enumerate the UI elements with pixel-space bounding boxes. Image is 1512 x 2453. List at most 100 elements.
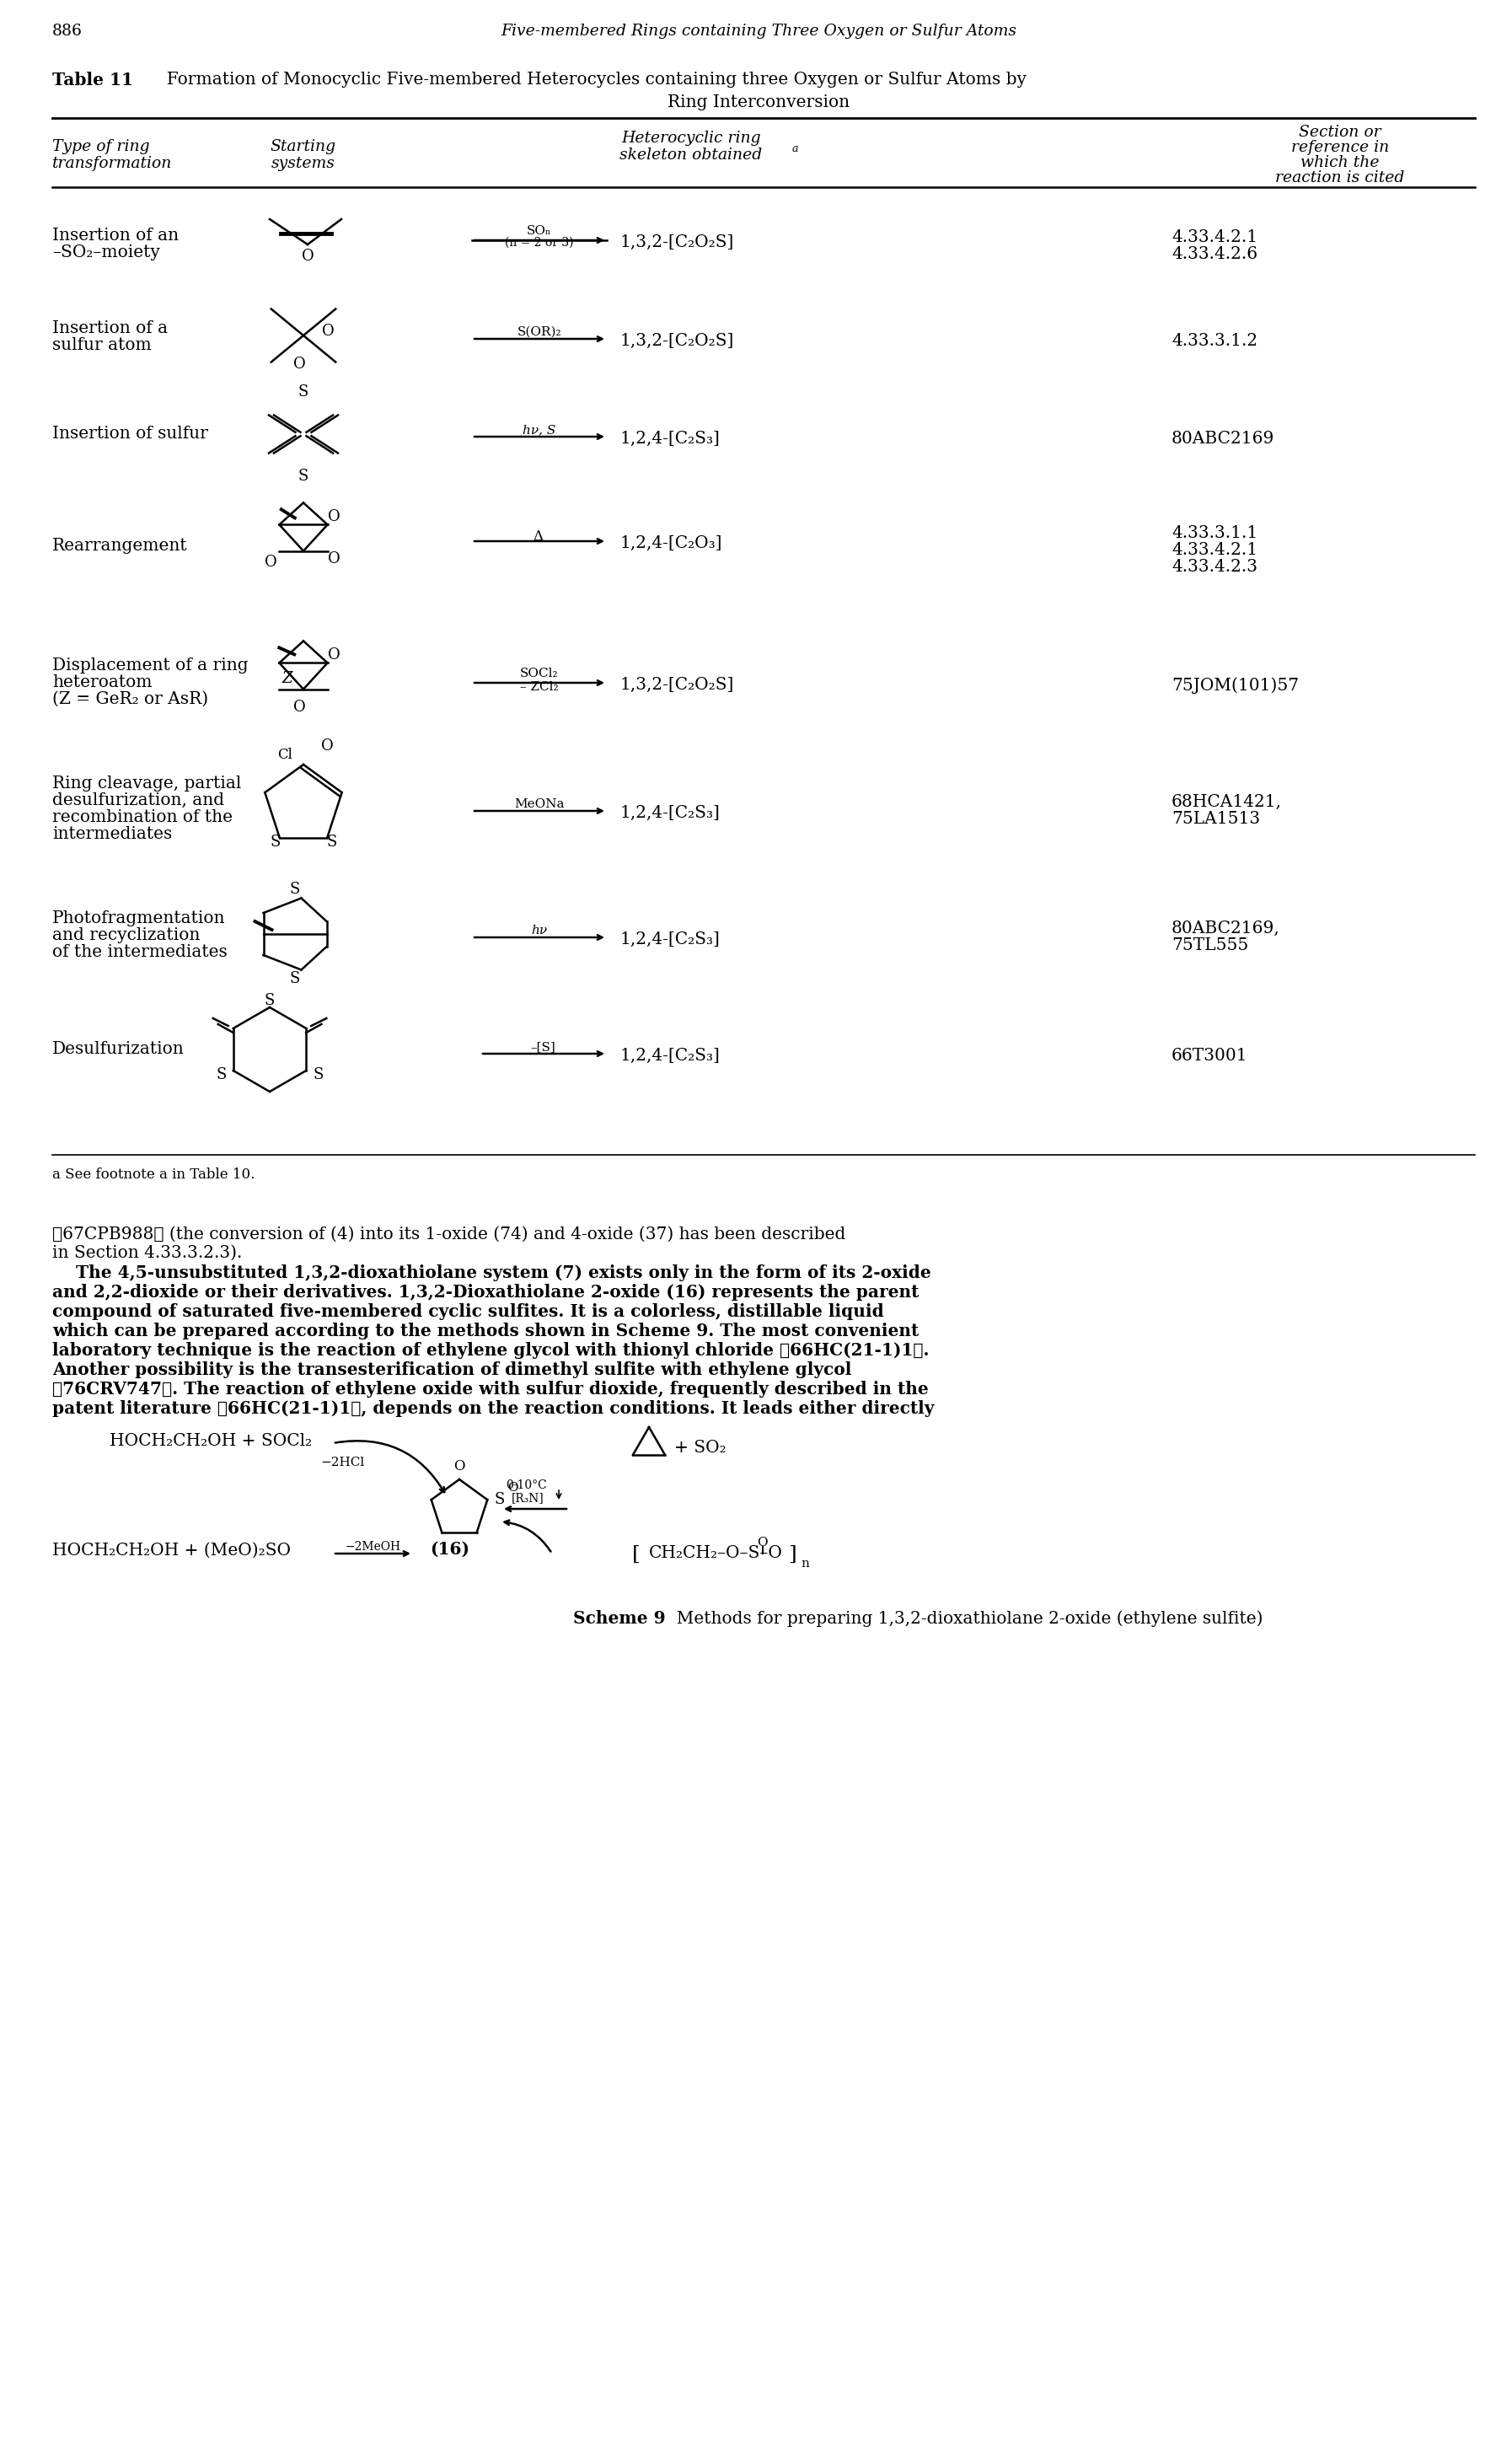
Text: ❨76CRV747❪. The reaction of ethylene oxide with sulfur dioxide, frequently descr: ❨76CRV747❪. The reaction of ethylene oxi… <box>53 1381 928 1398</box>
Text: Heterocyclic ring: Heterocyclic ring <box>621 130 761 145</box>
Text: 4.33.4.2.1: 4.33.4.2.1 <box>1172 228 1258 245</box>
Text: Ring cleavage, partial: Ring cleavage, partial <box>53 775 242 792</box>
Text: 1,3,2-[C₂O₂S]: 1,3,2-[C₂O₂S] <box>620 235 733 250</box>
Text: which can be prepared according to the methods shown in Scheme 9. The most conve: which can be prepared according to the m… <box>53 1322 919 1339</box>
Text: sulfur atom: sulfur atom <box>53 336 151 353</box>
Text: of the intermediates: of the intermediates <box>53 944 227 959</box>
Text: HOCH₂CH₂OH + (MeO)₂SO: HOCH₂CH₂OH + (MeO)₂SO <box>53 1543 290 1558</box>
Text: Formation of Monocyclic Five-membered Heterocycles containing three Oxygen or Su: Formation of Monocyclic Five-membered He… <box>156 71 1027 88</box>
Text: skeleton obtained: skeleton obtained <box>620 147 762 162</box>
Text: Methods for preparing 1,3,2-dioxathiolane 2-oxide (ethylene sulfite): Methods for preparing 1,3,2-dioxathiolan… <box>665 1609 1263 1626</box>
Text: Photofragmentation: Photofragmentation <box>53 910 225 927</box>
Text: Another possibility is the transesterification of dimethyl sulfite with ethylene: Another possibility is the transesterifi… <box>53 1361 851 1379</box>
Text: The 4,5-unsubstituted 1,3,2-dioxathiolane system (7) exists only in the form of : The 4,5-unsubstituted 1,3,2-dioxathiolan… <box>53 1263 931 1280</box>
Text: heteroatom: heteroatom <box>53 675 153 689</box>
Text: (n = 2 or 3): (n = 2 or 3) <box>505 238 573 248</box>
Text: 75JOM(101)57: 75JOM(101)57 <box>1172 677 1299 694</box>
Text: 1,2,4-[C₂S₃]: 1,2,4-[C₂S₃] <box>620 932 720 947</box>
Text: + SO₂: + SO₂ <box>674 1440 726 1455</box>
Text: systems: systems <box>272 157 336 172</box>
Text: Cl: Cl <box>277 748 292 760</box>
Text: a See footnote a in Table 10.: a See footnote a in Table 10. <box>53 1168 256 1182</box>
Text: reference in: reference in <box>1291 140 1390 155</box>
Text: O: O <box>328 510 340 525</box>
Text: Displacement of a ring: Displacement of a ring <box>53 657 248 675</box>
Text: S: S <box>494 1491 505 1506</box>
Text: S(OR)₂: S(OR)₂ <box>517 326 561 339</box>
Text: S: S <box>313 1067 324 1082</box>
Text: which the: which the <box>1300 155 1379 169</box>
Text: and 2,2-dioxide or their derivatives. 1,3,2-Dioxathiolane 2-oxide (16) represent: and 2,2-dioxide or their derivatives. 1,… <box>53 1283 919 1300</box>
Text: 4.33.3.1.1: 4.33.3.1.1 <box>1172 525 1258 542</box>
Text: CH₂CH₂–O–S–O: CH₂CH₂–O–S–O <box>649 1545 783 1560</box>
Text: O: O <box>322 324 334 339</box>
Text: Table 11: Table 11 <box>53 71 133 88</box>
Text: O: O <box>301 248 314 265</box>
Text: 1,2,4-[C₂O₃]: 1,2,4-[C₂O₃] <box>620 535 721 552</box>
Text: and recyclization: and recyclization <box>53 927 200 944</box>
Text: O: O <box>758 1536 768 1548</box>
Text: Type of ring: Type of ring <box>53 140 150 155</box>
Text: reaction is cited: reaction is cited <box>1276 169 1405 186</box>
Text: O: O <box>454 1460 466 1474</box>
Text: 66T3001: 66T3001 <box>1172 1047 1247 1065</box>
Text: in Section 4.33.3.2.3).: in Section 4.33.3.2.3). <box>53 1246 242 1261</box>
Text: 1,2,4-[C₂S₃]: 1,2,4-[C₂S₃] <box>620 805 720 822</box>
Text: compound of saturated five-membered cyclic sulfites. It is a colorless, distilla: compound of saturated five-membered cycl… <box>53 1303 885 1320</box>
Text: 68HCA1421,: 68HCA1421, <box>1172 795 1282 809</box>
Text: a: a <box>792 142 798 155</box>
Text: 1,3,2-[C₂O₂S]: 1,3,2-[C₂O₂S] <box>620 677 733 692</box>
Text: Starting: Starting <box>271 140 336 155</box>
Text: O: O <box>328 648 340 662</box>
Text: [: [ <box>632 1545 640 1565</box>
Text: S: S <box>327 834 337 849</box>
Text: Scheme 9: Scheme 9 <box>573 1609 665 1626</box>
Text: HOCH₂CH₂OH + SOCl₂: HOCH₂CH₂OH + SOCl₂ <box>109 1433 311 1450</box>
Text: 886: 886 <box>53 25 83 39</box>
Text: [R₃N]: [R₃N] <box>511 1491 544 1504</box>
Text: 1,2,4-[C₂S₃]: 1,2,4-[C₂S₃] <box>620 1047 720 1065</box>
Text: Section or: Section or <box>1299 125 1380 140</box>
Text: O: O <box>328 552 340 567</box>
Text: Z: Z <box>281 670 292 687</box>
Text: patent literature ❨66HC(21-1)1❪, depends on the reaction conditions. It leads ei: patent literature ❨66HC(21-1)1❪, depends… <box>53 1401 934 1418</box>
Text: 4.33.4.2.6: 4.33.4.2.6 <box>1172 245 1258 262</box>
Text: 80ABC2169: 80ABC2169 <box>1172 432 1275 446</box>
Text: 4.33.3.1.2: 4.33.3.1.2 <box>1172 334 1258 348</box>
Text: MeONa: MeONa <box>514 797 564 809</box>
Text: S: S <box>290 971 301 986</box>
Text: 4.33.4.2.1: 4.33.4.2.1 <box>1172 542 1258 557</box>
Text: S: S <box>290 883 301 898</box>
Text: SOCl₂: SOCl₂ <box>520 667 558 679</box>
Text: S: S <box>216 1067 227 1082</box>
Text: SOₙ: SOₙ <box>528 226 552 238</box>
Text: O: O <box>293 699 305 716</box>
Text: Desulfurization: Desulfurization <box>53 1040 184 1057</box>
Text: 75TL555: 75TL555 <box>1172 937 1249 954</box>
Text: O: O <box>265 554 277 569</box>
Text: O: O <box>293 356 305 370</box>
Text: Insertion of a: Insertion of a <box>53 321 168 336</box>
Text: O: O <box>508 1482 519 1494</box>
Text: 0-10°C: 0-10°C <box>505 1479 547 1491</box>
Text: desulfurization, and: desulfurization, and <box>53 792 224 809</box>
Text: S: S <box>298 469 308 483</box>
Text: (16): (16) <box>429 1540 469 1558</box>
Text: Δ: Δ <box>532 530 543 545</box>
Text: S: S <box>298 385 308 400</box>
Text: −2HCl: −2HCl <box>321 1457 364 1469</box>
Text: ❨67CPB988❪ (the conversion of (4) into its 1-oxide (74) and 4-oxide (37) has bee: ❨67CPB988❪ (the conversion of (4) into i… <box>53 1226 845 1244</box>
Text: laboratory technique is the reaction of ethylene glycol with thionyl chloride ❨6: laboratory technique is the reaction of … <box>53 1342 930 1359</box>
Text: −2MeOH: −2MeOH <box>346 1540 401 1553</box>
Text: 75LA1513: 75LA1513 <box>1172 812 1259 827</box>
Text: transformation: transformation <box>53 157 172 172</box>
Text: Insertion of an: Insertion of an <box>53 228 178 243</box>
Text: S: S <box>271 834 281 849</box>
Text: intermediates: intermediates <box>53 827 172 841</box>
Text: 4.33.4.2.3: 4.33.4.2.3 <box>1172 559 1258 574</box>
Text: (Z = GeR₂ or AsR): (Z = GeR₂ or AsR) <box>53 692 209 706</box>
Text: n: n <box>801 1558 809 1570</box>
Text: Insertion of sulfur: Insertion of sulfur <box>53 427 209 442</box>
Text: Rearrangement: Rearrangement <box>53 537 187 554</box>
Text: S: S <box>265 993 275 1008</box>
